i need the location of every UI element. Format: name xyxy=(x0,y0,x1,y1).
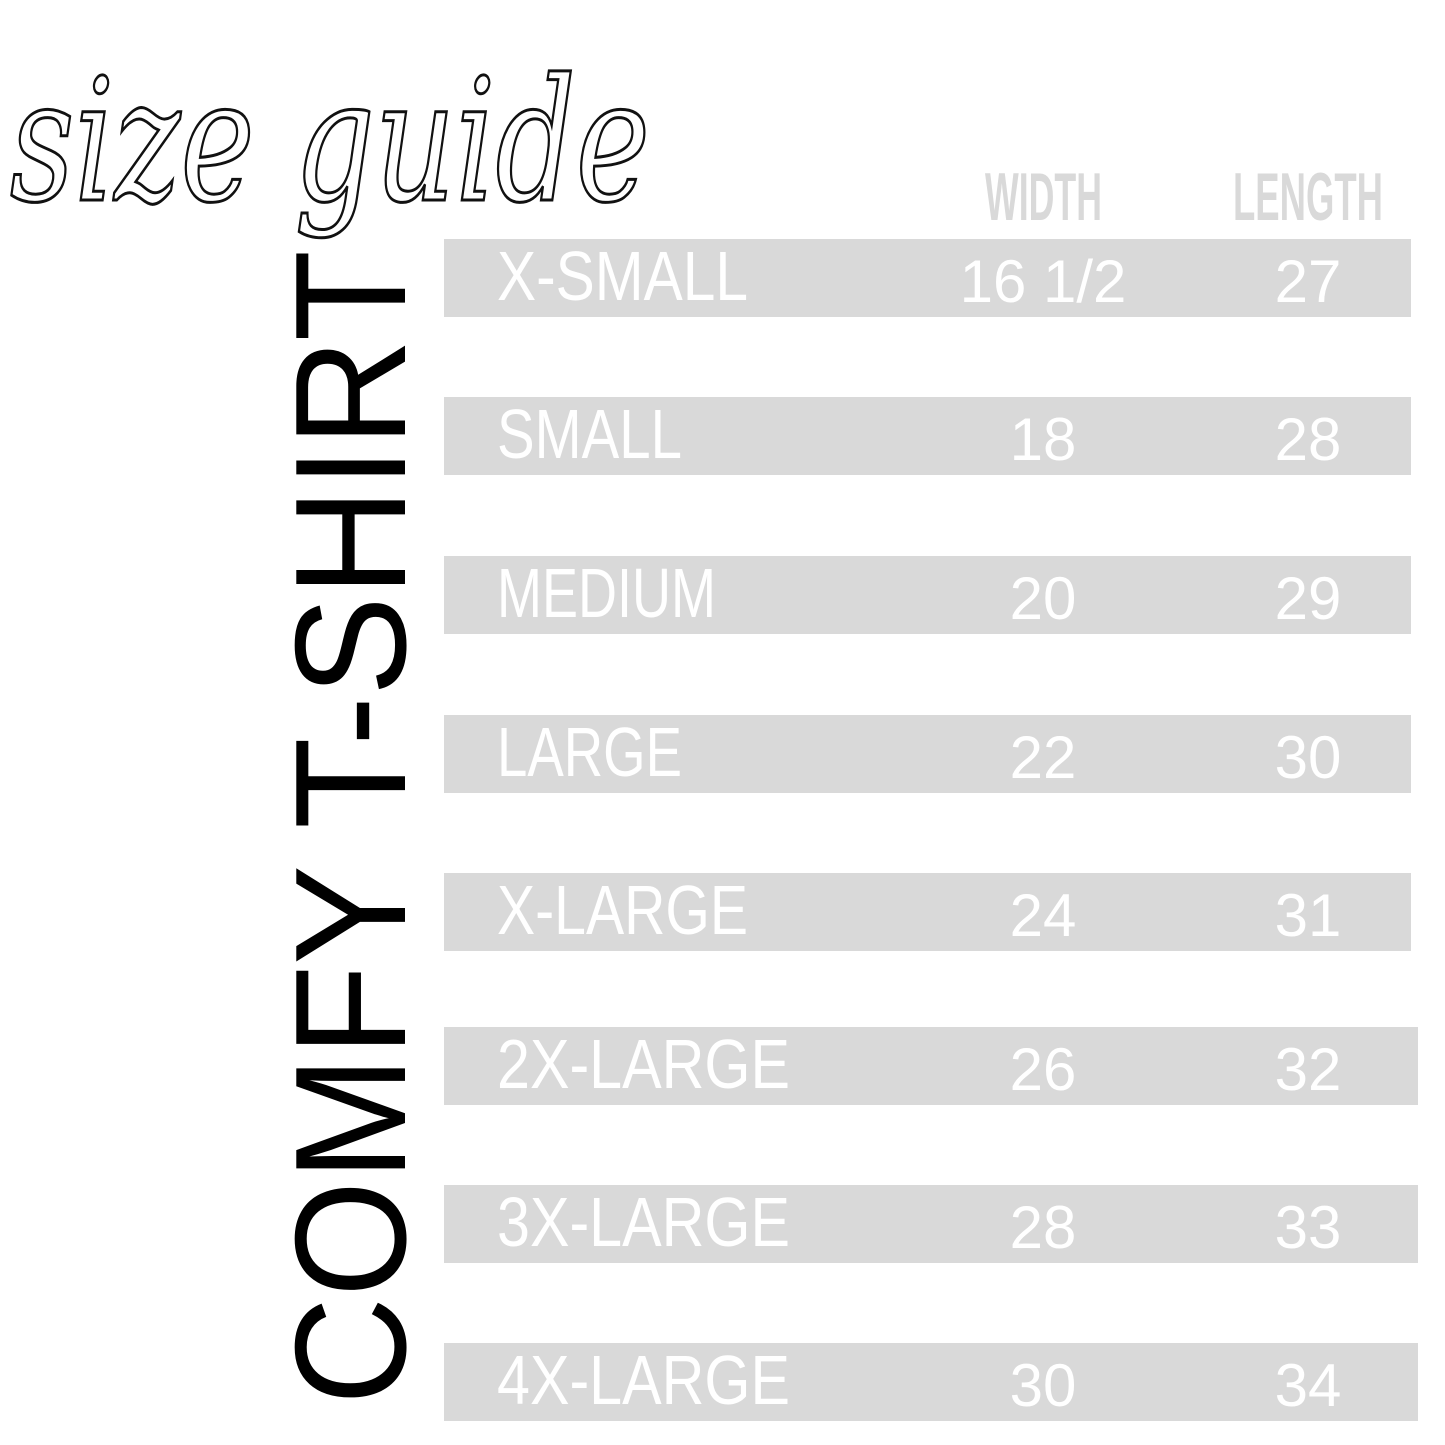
size-label: 3X-LARGE xyxy=(497,1183,790,1261)
size-row-bar xyxy=(444,873,1411,951)
column-header-width: WIDTH xyxy=(985,159,1102,235)
size-table: X-SMALL 16 1/2 27 SMALL 18 28 MEDIUM 20 29 LARGE 2… xyxy=(444,237,1418,1421)
size-label: MEDIUM xyxy=(497,554,716,632)
length-value: 34 xyxy=(1275,1352,1342,1419)
width-value: 26 xyxy=(1010,1036,1077,1103)
width-value: 18 xyxy=(1010,406,1077,473)
size-label: 4X-LARGE xyxy=(497,1341,790,1419)
size-row: X-LARGE 24 31 xyxy=(444,871,1411,951)
size-label: X-LARGE xyxy=(497,871,748,949)
size-row-bar xyxy=(444,556,1411,634)
size-row: LARGE 22 30 xyxy=(444,713,1411,793)
size-row-bar xyxy=(444,397,1411,475)
length-value: 32 xyxy=(1275,1036,1342,1103)
length-value: 30 xyxy=(1275,724,1342,791)
length-value: 27 xyxy=(1275,248,1342,315)
width-value: 28 xyxy=(1010,1194,1077,1261)
width-value: 22 xyxy=(1010,724,1077,791)
size-row-bar xyxy=(444,1027,1418,1105)
width-value: 16 1/2 xyxy=(960,248,1127,315)
size-row: 4X-LARGE 30 34 xyxy=(444,1341,1418,1421)
size-row: X-SMALL 16 1/2 27 xyxy=(444,237,1411,317)
size-label: 2X-LARGE xyxy=(497,1025,790,1103)
size-row-bar xyxy=(444,1185,1418,1263)
size-label: SMALL xyxy=(497,395,682,473)
width-value: 20 xyxy=(1010,565,1077,632)
size-row-bar xyxy=(444,239,1411,317)
size-guide-script-title: size guide xyxy=(10,43,650,241)
size-row: 3X-LARGE 28 33 xyxy=(444,1183,1418,1263)
garment-vertical-title: COMFY T-SHIRT xyxy=(263,250,439,1405)
size-row-bar xyxy=(444,715,1411,793)
size-label: X-SMALL xyxy=(497,237,748,315)
width-value: 24 xyxy=(1010,882,1077,949)
length-value: 28 xyxy=(1275,406,1342,473)
width-value: 30 xyxy=(1010,1352,1077,1419)
column-header-length: LENGTH xyxy=(1233,159,1383,235)
size-label: LARGE xyxy=(497,713,682,791)
size-row: SMALL 18 28 xyxy=(444,395,1411,475)
length-value: 33 xyxy=(1275,1194,1342,1261)
size-row-bar xyxy=(444,1343,1418,1421)
size-row: MEDIUM 20 29 xyxy=(444,554,1411,634)
length-value: 31 xyxy=(1275,882,1342,949)
length-value: 29 xyxy=(1275,565,1342,632)
size-row: 2X-LARGE 26 32 xyxy=(444,1025,1418,1105)
